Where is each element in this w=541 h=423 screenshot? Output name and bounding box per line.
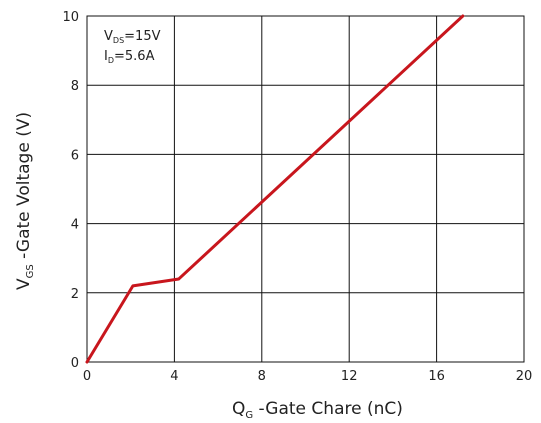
x-axis-title: QG -Gate Chare (nC) xyxy=(232,399,403,421)
series-line-0 xyxy=(85,14,465,364)
y-axis-ticks: 0 2 4 6 8 10 xyxy=(62,10,79,371)
x-tick-label-4: 4 xyxy=(170,369,178,384)
x-axis-ticks: 0 4 8 12 16 20 xyxy=(83,369,532,384)
y-tick-label-6: 6 xyxy=(71,148,79,163)
y-tick-label-8: 8 xyxy=(71,79,79,94)
x-tick-label-20: 20 xyxy=(516,369,533,384)
y-tick-label-2: 2 xyxy=(71,287,79,302)
series-point-0-3 xyxy=(461,14,465,18)
condition-id: ID=5.6A xyxy=(104,49,155,65)
x-tick-label-8: 8 xyxy=(258,369,266,384)
y-tick-label-10: 10 xyxy=(62,10,79,25)
test-conditions: VDS=15V ID=5.6A xyxy=(104,29,161,65)
x-tick-label-12: 12 xyxy=(341,369,358,384)
plot-frame xyxy=(86,15,525,363)
x-tick-label-0: 0 xyxy=(83,369,91,384)
y-axis-title: VGS -Gate Voltage (V) xyxy=(14,112,36,290)
series-point-0-2 xyxy=(177,277,181,281)
y-tick-label-0: 0 xyxy=(71,356,79,371)
y-tick-label-4: 4 xyxy=(71,218,79,233)
x-tick-label-16: 16 xyxy=(428,369,445,384)
condition-vds: VDS=15V xyxy=(104,29,161,45)
grid-lines xyxy=(87,16,524,362)
series-group xyxy=(85,14,465,364)
series-point-0-0 xyxy=(85,360,89,364)
series-point-0-1 xyxy=(131,284,135,288)
